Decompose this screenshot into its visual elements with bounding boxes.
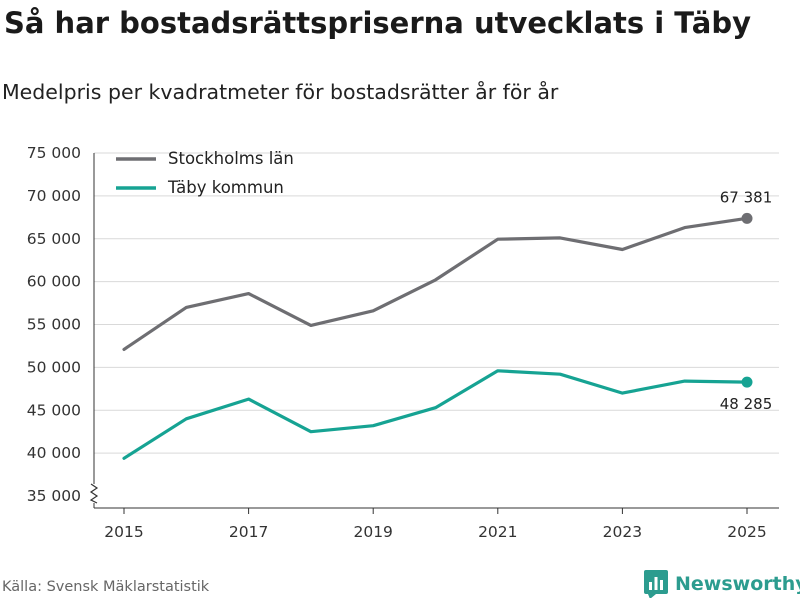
newsworthy-logo-text: Newsworthy bbox=[675, 573, 800, 595]
y-tick-label: 50 000 bbox=[27, 358, 81, 376]
chart-title: Så har bostadsrättspriserna utvecklats i… bbox=[4, 6, 751, 40]
series-end-point-0 bbox=[741, 212, 753, 224]
x-tick-label: 2015 bbox=[104, 523, 143, 541]
y-tick-label: 60 000 bbox=[27, 273, 81, 291]
legend-label-1: Täby kommun bbox=[167, 178, 284, 197]
y-tick-label: 75 000 bbox=[27, 144, 81, 162]
series-end-label-1: 48 285 bbox=[720, 395, 773, 413]
y-tick-label: 45 000 bbox=[27, 401, 81, 419]
y-tick-label: 40 000 bbox=[27, 444, 81, 462]
y-tick-label: 35 000 bbox=[27, 487, 81, 505]
chart-subtitle: Medelpris per kvadratmeter för bostadsrä… bbox=[2, 80, 559, 104]
x-tick-label: 2023 bbox=[603, 523, 642, 541]
y-tick-label: 55 000 bbox=[27, 316, 81, 334]
x-tick-label: 2019 bbox=[353, 523, 392, 541]
x-tick-label: 2021 bbox=[478, 523, 517, 541]
series-line-1 bbox=[122, 369, 749, 460]
series-line-0 bbox=[122, 216, 749, 351]
y-tick-label: 70 000 bbox=[27, 187, 81, 205]
x-tick-label: 2017 bbox=[229, 523, 268, 541]
series-end-point-1 bbox=[741, 376, 753, 388]
y-tick-label: 65 000 bbox=[27, 230, 81, 248]
legend-label-0: Stockholms län bbox=[168, 149, 294, 168]
source-note: Källa: Svensk Mäklarstatistik bbox=[2, 579, 210, 595]
series-end-label-0: 67 381 bbox=[720, 188, 773, 206]
y-axis-break-marker bbox=[89, 483, 99, 504]
x-tick-label: 2025 bbox=[727, 523, 766, 541]
newsworthy-logo-icon bbox=[644, 570, 668, 598]
newsworthy-logo: Newsworthy bbox=[644, 570, 800, 598]
